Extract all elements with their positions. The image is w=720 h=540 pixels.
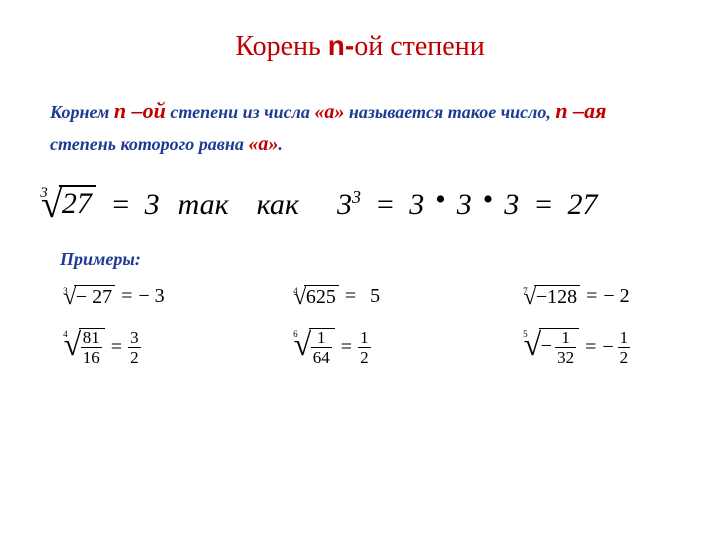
examples-block: 3 √ − 27 = − 3 4 √ 625 = 5 7 √: [60, 285, 690, 366]
denominator: 64: [311, 347, 332, 366]
exponent: 3: [352, 187, 361, 207]
fraction: 1 32: [555, 329, 576, 366]
factor1: 3: [409, 188, 424, 222]
example: 4 √ 81 16 = 3 2: [60, 328, 230, 366]
base: 3: [337, 188, 352, 221]
dot-icon: •: [435, 183, 446, 217]
dot-icon: •: [483, 183, 494, 217]
fraction: 1 64: [311, 329, 332, 366]
denominator: 2: [128, 347, 141, 366]
examples-row-1: 3 √ − 27 = − 3 4 √ 625 = 5 7 √: [60, 285, 690, 308]
equals3: =: [533, 188, 553, 222]
denominator: 2: [618, 347, 631, 366]
examples-label: Примеры:: [60, 249, 690, 270]
def-t5: .: [278, 134, 283, 154]
numerator: 1: [315, 329, 328, 347]
equals: =: [341, 336, 352, 359]
root-index: 7: [523, 286, 528, 296]
result: 5: [370, 285, 380, 308]
radical: 7 √ −128: [520, 285, 580, 308]
radicand: −128: [534, 285, 580, 308]
equals: =: [111, 336, 122, 359]
radical: 6 √ 1 64: [290, 328, 335, 366]
radical: 4 √ 81 16: [60, 328, 105, 366]
root-index: 6: [293, 329, 298, 339]
result-fraction: 1 2: [618, 329, 631, 366]
example: 3 √ − 27 = − 3: [60, 285, 230, 308]
def-a2: «а»: [248, 133, 278, 155]
numerator: 3: [128, 329, 141, 347]
radicand-frac: 1 64: [309, 328, 335, 366]
minus-sign: −: [602, 336, 613, 359]
root-index: 3: [40, 185, 48, 202]
equals: =: [110, 188, 130, 222]
page-title: Корень n-ой степени: [30, 30, 690, 63]
def-a1: «а»: [314, 101, 344, 123]
slide: Корень n-ой степени Корнем n –ой степени…: [0, 0, 720, 540]
definition-text: Корнем n –ой степени из числа «а» называ…: [50, 93, 670, 160]
result: − 3: [138, 285, 164, 308]
equals: =: [345, 285, 356, 308]
root-index: 4: [63, 329, 68, 339]
denominator: 32: [555, 347, 576, 366]
radicand-frac: − 1 32: [539, 328, 579, 366]
title-n: n-: [328, 30, 354, 61]
main-radical: 3 √ 27: [35, 185, 96, 224]
product: 27: [568, 188, 598, 222]
main-equation: 3 √ 27 = 3 так как 33 = 3 • 3 • 3 = 27: [35, 185, 690, 224]
numerator: 81: [81, 329, 102, 347]
def-n1: n –ой: [114, 98, 166, 123]
def-t4: степень которого равна: [50, 134, 248, 154]
numerator: 1: [358, 329, 371, 347]
numerator: 1: [618, 329, 631, 347]
def-t3: называется такое число,: [349, 102, 556, 122]
example: 6 √ 1 64 = 1 2: [290, 328, 460, 366]
root-index: 3: [63, 286, 68, 296]
result-fraction: 3 2: [128, 329, 141, 366]
power-expr: 33: [337, 187, 361, 222]
example: 5 √ − 1 32 = − 1 2: [520, 328, 690, 366]
result-fraction: 1 2: [358, 329, 371, 366]
root-index: 4: [293, 286, 298, 296]
result: − 2: [603, 285, 629, 308]
numerator: 1: [559, 329, 572, 347]
root-index: 5: [523, 329, 528, 339]
equals: =: [586, 285, 597, 308]
equals2: =: [375, 188, 395, 222]
title-part1: Корень: [235, 31, 327, 62]
title-part2: ой степени: [354, 31, 484, 62]
radical: 3 √ − 27: [60, 285, 115, 308]
radicand: − 27: [74, 285, 115, 308]
word-tak: так: [178, 188, 229, 222]
word-kak: как: [257, 188, 299, 222]
factor2: 3: [457, 188, 472, 222]
radicand-frac: 81 16: [79, 328, 105, 366]
example: 7 √ −128 = − 2: [520, 285, 690, 308]
radical: 5 √ − 1 32: [520, 328, 579, 366]
fraction: 81 16: [81, 329, 102, 366]
equals: =: [121, 285, 132, 308]
result: 3: [145, 188, 160, 222]
equals: =: [585, 336, 596, 359]
denominator: 2: [358, 347, 371, 366]
radicand: 27: [59, 185, 97, 220]
def-t2: степени из числа: [170, 102, 314, 122]
denominator: 16: [81, 347, 102, 366]
factor3: 3: [504, 188, 519, 222]
radical: 4 √ 625: [290, 285, 339, 308]
minus-sign: −: [541, 335, 552, 357]
example: 4 √ 625 = 5: [290, 285, 460, 308]
examples-row-2: 4 √ 81 16 = 3 2 6: [60, 328, 690, 366]
def-n2: n –ая: [555, 98, 606, 123]
def-t1: Корнем: [50, 102, 114, 122]
radicand: 625: [304, 285, 339, 308]
